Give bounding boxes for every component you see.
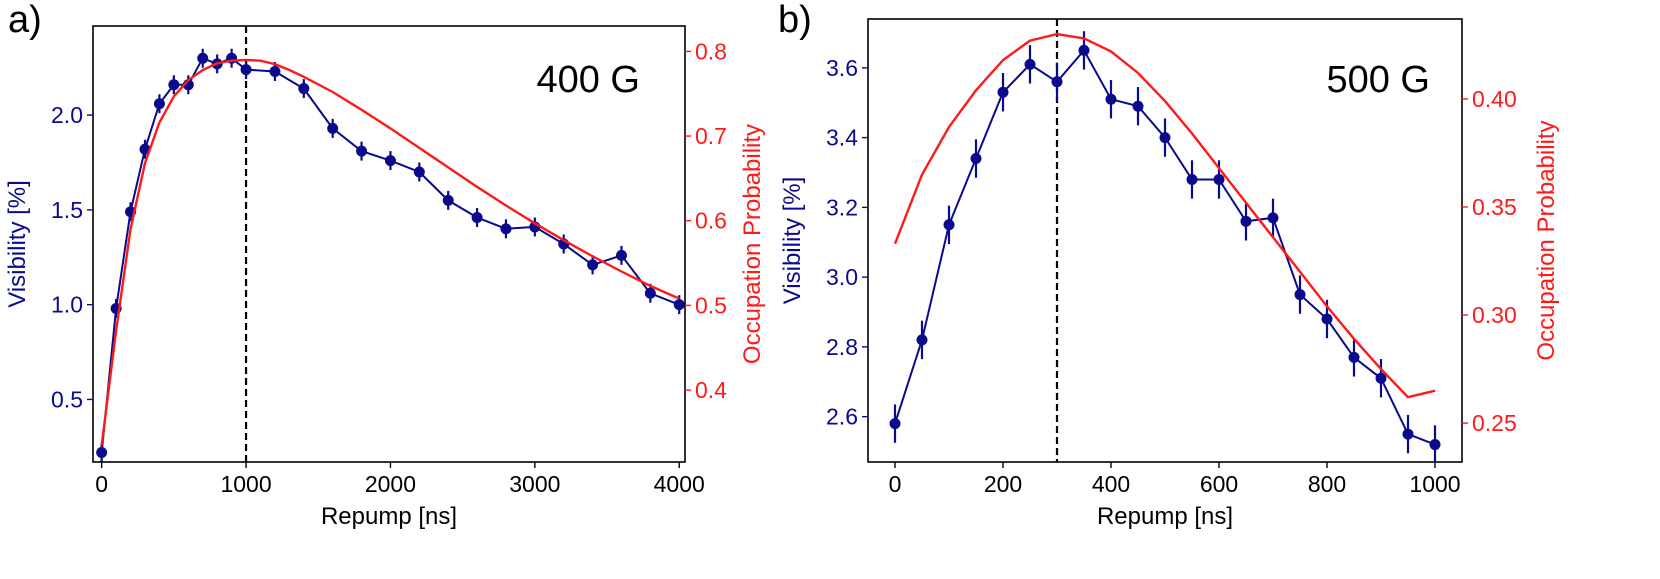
data-point [1051, 76, 1063, 88]
data-point [1375, 372, 1387, 384]
y-right-tick-label: 0.30 [1472, 302, 1517, 328]
y-right-axis-label: Occupation Probability [739, 124, 766, 364]
data-point [673, 299, 685, 311]
y-right-tick-label: 0.8 [695, 38, 727, 64]
y-left-axis-label: Visibility [%] [4, 180, 31, 308]
x-tick-label: 0 [889, 471, 902, 497]
data-point [442, 194, 454, 206]
x-tick-label: 3000 [509, 471, 560, 497]
data-point [1348, 351, 1360, 363]
occupation-probability-curve [100, 58, 680, 446]
y-left-axis-label: Visibility [%] [779, 177, 806, 305]
data-point [327, 122, 339, 134]
data-point [1213, 173, 1225, 185]
x-tick-label: 800 [1308, 471, 1346, 497]
data-point [889, 418, 901, 430]
data-point [298, 83, 310, 95]
x-tick-label: 400 [1092, 471, 1130, 497]
data-point [997, 86, 1009, 98]
data-point [970, 153, 982, 165]
y-left-tick-label: 3.6 [826, 55, 858, 81]
data-point [153, 98, 165, 110]
data-point [240, 64, 252, 76]
data-point [413, 166, 425, 178]
x-tick-label: 1000 [1409, 471, 1460, 497]
y-left-tick-label: 3.0 [826, 264, 858, 290]
y-left-tick-label: 2.0 [51, 102, 83, 128]
data-point [1402, 428, 1414, 440]
data-point [1240, 215, 1252, 227]
x-tick-label: 600 [1200, 471, 1238, 497]
data-point [1024, 58, 1036, 70]
data-point [1294, 289, 1306, 301]
x-axis-label: Repump [ns] [1097, 503, 1233, 530]
y-left-tick-label: 3.2 [826, 194, 858, 220]
field-annotation: 400 G [536, 59, 640, 101]
y-left-tick-label: 0.5 [51, 386, 83, 412]
data-point [471, 211, 483, 223]
data-layer [889, 31, 1441, 462]
data-point [269, 65, 281, 77]
x-tick-label: 0 [95, 471, 108, 497]
x-tick-label: 200 [984, 471, 1022, 497]
plot-frame [92, 25, 686, 463]
data-point [500, 223, 512, 235]
x-tick-label: 2000 [365, 471, 416, 497]
x-tick-label: 4000 [654, 471, 705, 497]
panel-label: b) [778, 0, 812, 41]
data-point [1132, 100, 1144, 112]
x-axis-label: Repump [ns] [321, 503, 457, 530]
data-point [943, 219, 955, 231]
y-left-tick-label: 1.5 [51, 197, 83, 223]
data-point [1186, 173, 1198, 185]
y-left-tick-label: 1.0 [51, 292, 83, 318]
plot-frame [867, 18, 1463, 463]
y-right-axis-label: Occupation Probability [1533, 120, 1560, 360]
data-point [1078, 44, 1090, 56]
data-point [384, 155, 396, 167]
data-point [168, 79, 180, 91]
panel-label: a) [8, 0, 42, 41]
data-point [1159, 132, 1171, 144]
occupation-probability-curve [893, 32, 1436, 399]
data-point [356, 145, 368, 157]
y-right-tick-label: 0.7 [695, 123, 727, 149]
data-point [1429, 439, 1441, 451]
visibility-series-line [894, 48, 1436, 446]
y-right-tick-label: 0.5 [695, 292, 727, 318]
y-right-tick-label: 0.35 [1472, 194, 1517, 220]
chart-panel-1: a) 0 1000 2000 3000 4000 0.5 1.0 1.5 2.0 0.4 0.5 0.6… [4, 0, 766, 530]
data-point [644, 287, 656, 299]
data-layer [96, 48, 685, 462]
field-annotation: 500 G [1326, 59, 1430, 101]
y-right-tick-label: 0.6 [695, 208, 727, 234]
data-point [96, 447, 108, 459]
y-left-tick-label: 2.8 [826, 334, 858, 360]
y-right-tick-label: 0.25 [1472, 410, 1517, 436]
y-left-tick-label: 3.4 [826, 125, 858, 151]
data-point [1321, 313, 1333, 325]
chart-panel-2: b) 0 200 400 600 800 1000 2.6 2.8 3.0 3.2 3.4 3.6 0.2… [778, 0, 1560, 530]
y-left-tick-label: 2.6 [826, 404, 858, 430]
data-point [916, 334, 928, 346]
y-right-tick-label: 0.4 [695, 377, 727, 403]
x-tick-label: 1000 [220, 471, 271, 497]
data-point [1267, 212, 1279, 224]
y-right-tick-label: 0.40 [1472, 86, 1517, 112]
data-point [1105, 93, 1117, 105]
data-point [197, 52, 209, 64]
data-point [587, 259, 599, 271]
data-point [615, 249, 627, 261]
